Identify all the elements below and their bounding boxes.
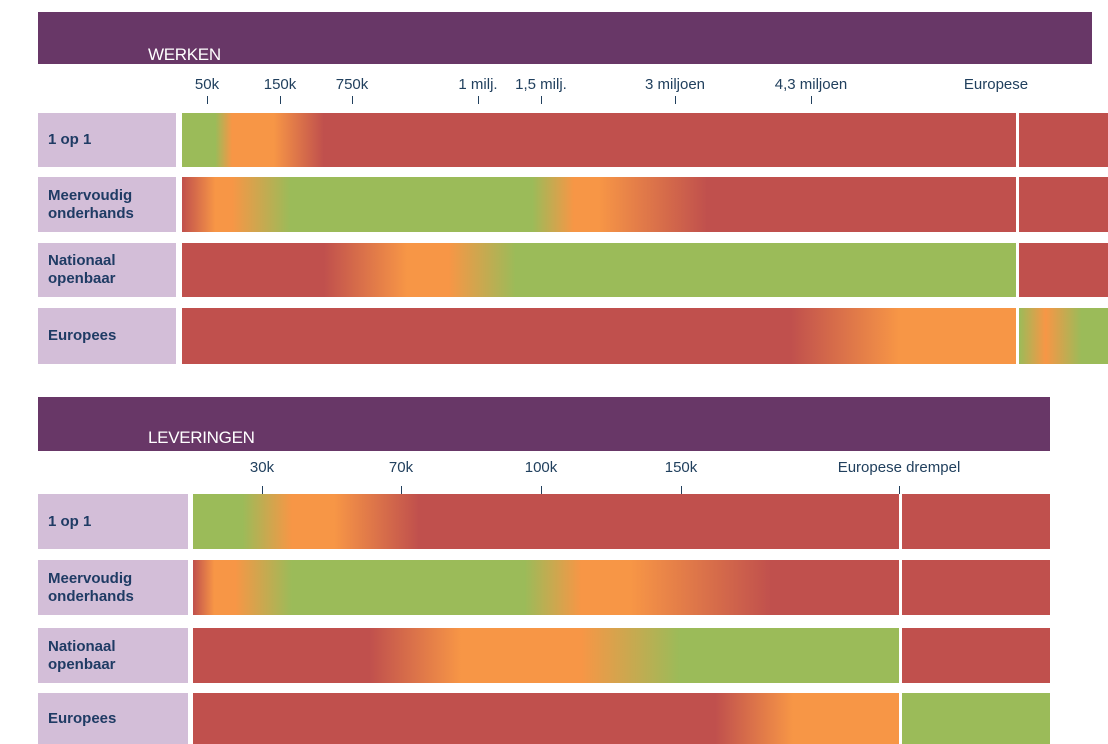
heat-bar [182,308,1016,364]
tick-label: Europese drempel [837,459,961,476]
row-label: 1 op 1 [38,494,188,549]
tick-mark [541,96,542,104]
tick-mark [262,486,263,494]
row-label-text: Nationaal openbaar [48,637,116,673]
row-label-text: Meervoudig onderhands [48,186,134,222]
heat-bar [193,693,899,744]
threshold-line [899,693,902,744]
tick-mark [207,96,208,104]
tick-mark [681,486,682,494]
tick-label: 50k [194,76,220,93]
threshold-line [899,628,902,683]
heat-bar-above-threshold [902,628,1050,683]
heat-bar [182,177,1016,232]
tick-mark [352,96,353,104]
tick-label: 30k [249,459,275,476]
row-label: Europees [38,693,188,744]
heat-bar-above-threshold [1019,113,1108,167]
heat-bar-above-threshold [902,494,1050,549]
row-label: Nationaal openbaar [38,243,176,297]
tick-label: 100k [524,459,558,476]
tick-mark [478,96,479,104]
threshold-line [899,560,902,615]
werken-header-bar [38,12,1092,64]
heat-bar-above-threshold [902,560,1050,615]
threshold-line [1016,243,1019,297]
heat-bar [182,243,1016,297]
tick-label: 1,5 milj. [515,76,567,93]
threshold-line [1016,177,1019,232]
row-label: Nationaal openbaar [38,628,188,683]
threshold-line [899,494,902,549]
row-label-text: Europees [48,709,117,727]
tick-mark [280,96,281,104]
heat-bar [193,494,899,549]
tick-mark [541,486,542,494]
row-label: Meervoudig onderhands [38,177,176,232]
threshold-line [1016,308,1019,364]
tick-mark [401,486,402,494]
werken-title: WERKEN [148,45,221,64]
row-label: Meervoudig onderhands [38,560,188,615]
heat-bar [182,113,1016,167]
row-label-text: Meervoudig onderhands [48,569,134,605]
tick-mark [675,96,676,104]
row-label-text: Europees [48,327,117,344]
tick-mark [811,96,812,104]
tick-label: 3 miljoen [644,76,706,93]
heat-bar-above-threshold [1019,243,1108,297]
threshold-line [1016,113,1019,167]
row-label: 1 op 1 [38,113,176,167]
tick-mark [899,486,900,494]
leveringen-header-bar [38,397,1050,451]
row-label: Europees [38,308,176,364]
heat-bar [193,560,899,615]
row-label-text: Nationaal openbaar [48,252,116,287]
row-label-text: 1 op 1 [48,131,92,148]
heat-bar-above-threshold [902,693,1050,744]
tick-label: 750k [335,76,369,93]
heat-bar [193,628,899,683]
row-label-text: 1 op 1 [48,512,92,530]
tick-label: 150k [263,76,297,93]
leveringen-title: LEVERINGEN EN DIENSTEN [148,428,255,487]
heat-bar-above-threshold [1019,177,1108,232]
tick-label: Europese [963,76,1029,93]
tick-label: 1 milj. [458,76,498,93]
tick-label: 70k [388,459,414,476]
tick-label: 150k [664,459,698,476]
tick-label: 4,3 miljoen [774,76,848,93]
heat-bar-above-threshold [1019,308,1108,364]
